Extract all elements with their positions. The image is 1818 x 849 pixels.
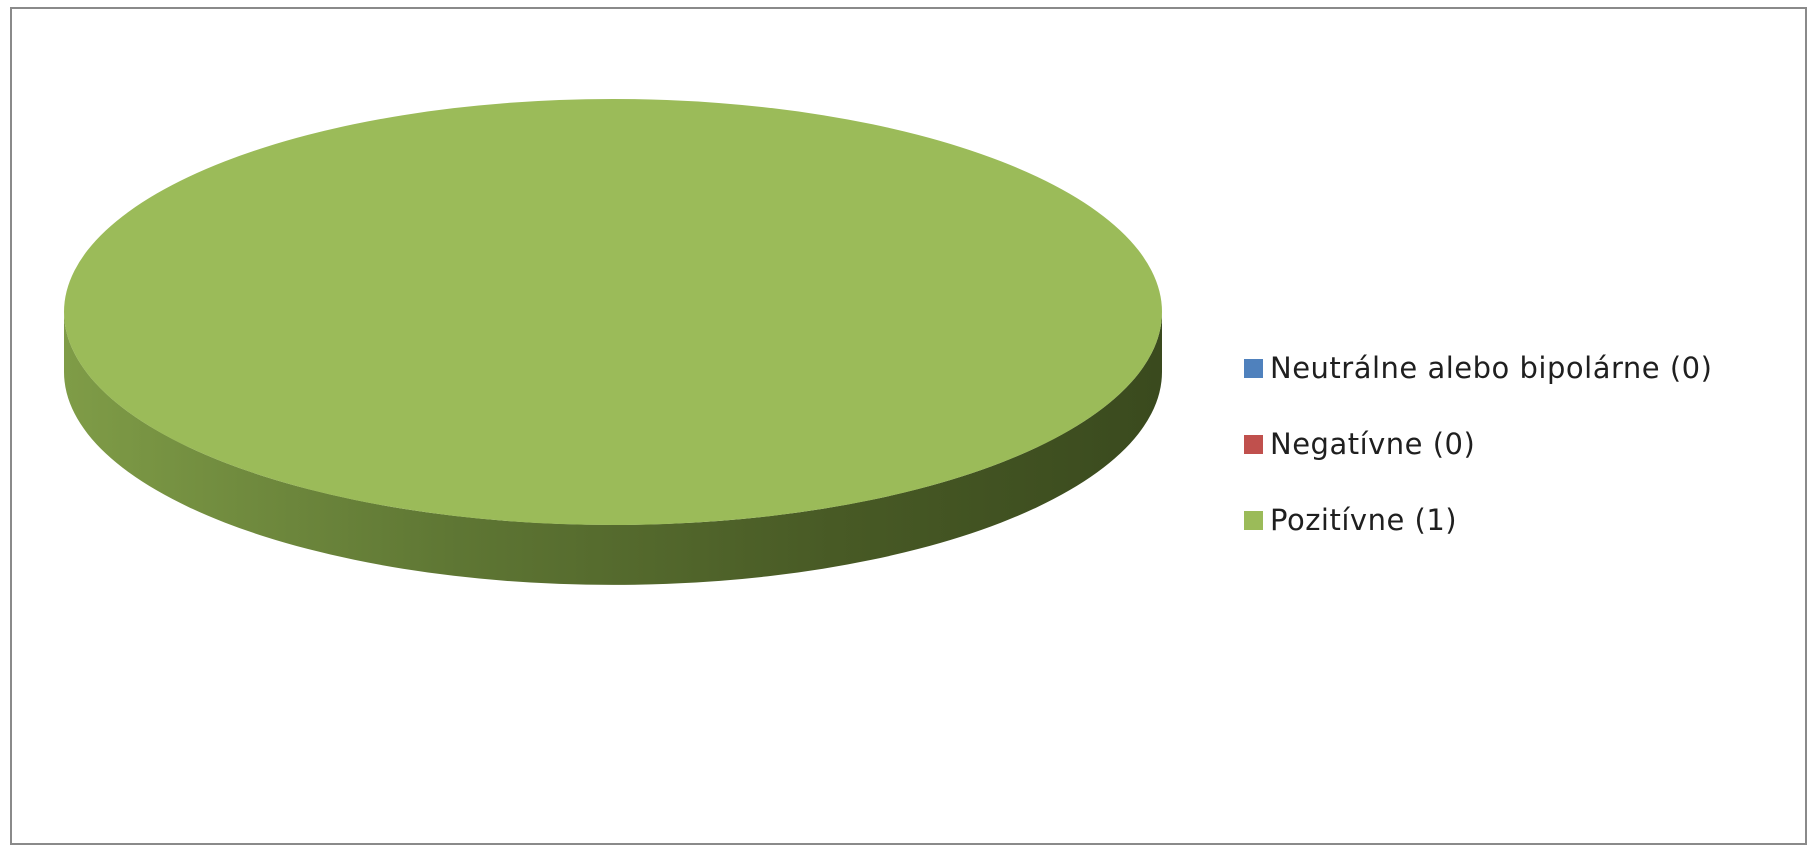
legend-label-negative: Negatívne (0) <box>1270 427 1476 461</box>
legend-label-positive: Pozitívne (1) <box>1270 503 1458 537</box>
legend-item-negative: Negatívne (0) <box>1244 406 1804 482</box>
legend-swatch-neutral <box>1244 358 1263 378</box>
legend-label-neutral: Neutrálne alebo bipolárne (0) <box>1270 351 1713 385</box>
pie-slice-side-pozitivne <box>64 312 1162 585</box>
pie-slice-pozitivne <box>64 99 1162 525</box>
legend-item-neutral: Neutrálne alebo bipolárne (0) <box>1244 330 1804 406</box>
legend-swatch-negative <box>1244 434 1263 454</box>
chart-legend: Neutrálne alebo bipolárne (0) Negatívne … <box>1244 330 1804 558</box>
legend-swatch-positive <box>1244 510 1263 530</box>
legend-item-positive: Pozitívne (1) <box>1244 482 1804 558</box>
